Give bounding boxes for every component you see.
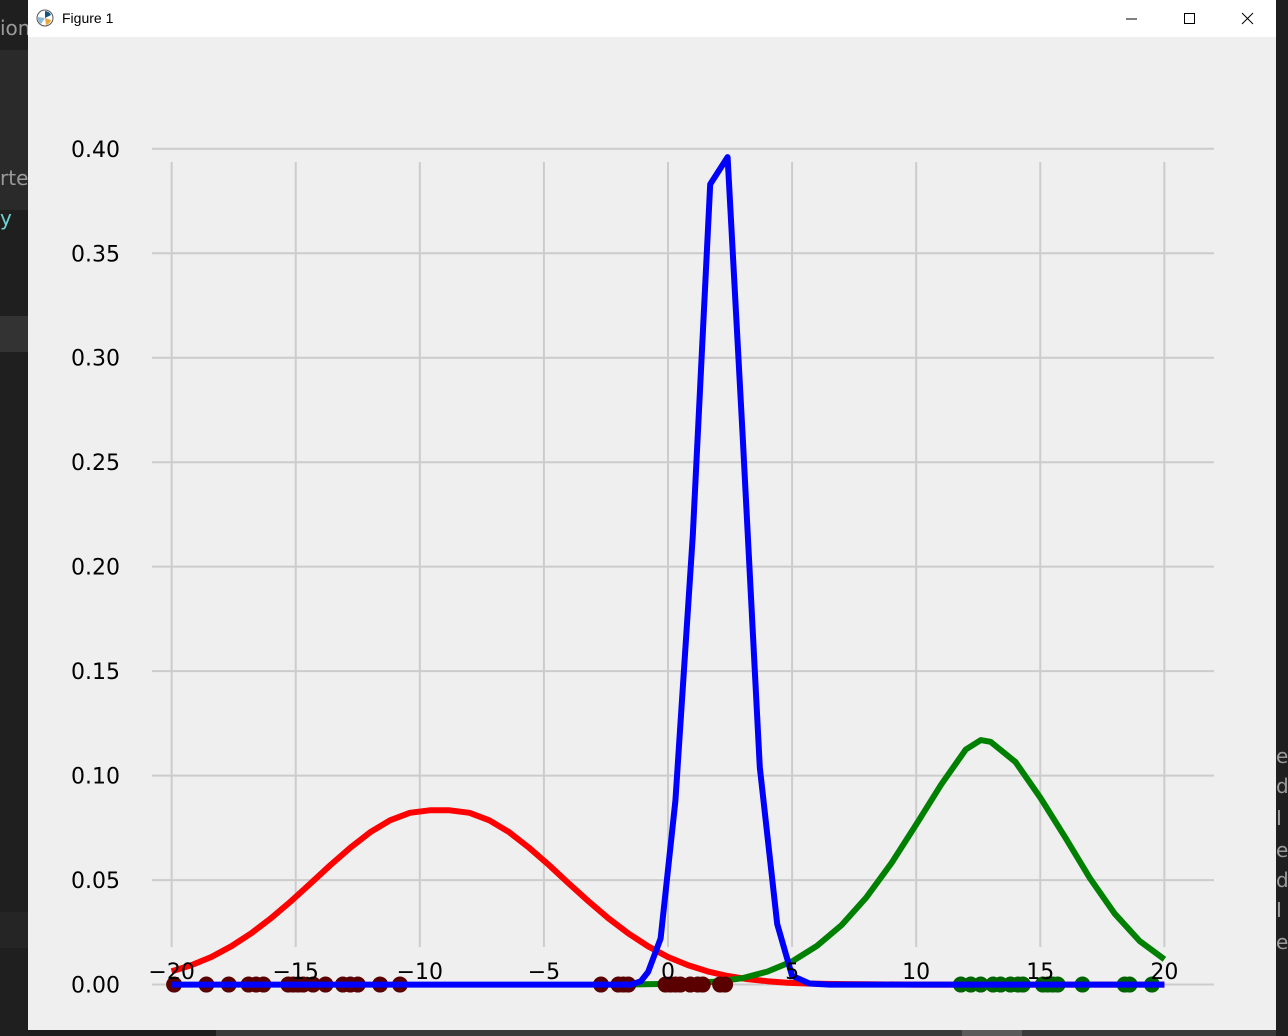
x-tick-label: −15: [273, 960, 319, 985]
scatter-point: [694, 976, 711, 993]
minimize-button[interactable]: [1102, 0, 1160, 37]
window-title: Figure 1: [62, 10, 114, 26]
x-tick-label: 10: [902, 960, 930, 985]
background-band: [0, 50, 28, 210]
tick-labels: −20 −15 −10 −5 0 5 10 15 20 0.00 0.05 0.10 0.15 0.20 0…: [71, 138, 1178, 999]
series-line-2: [171, 154, 1165, 988]
x-tick-label: 5: [785, 960, 799, 985]
x-tick-label: 15: [1026, 960, 1054, 985]
y-tick-label: 0.30: [71, 347, 120, 372]
series-lines-top: [171, 154, 1165, 988]
plot-area[interactable]: −20 −15 −10 −5 0 5 10 15 20 0.00 0.05 0.10 0.15 0.20 0…: [28, 37, 1276, 1030]
background-text: rte: [0, 166, 28, 190]
background-text: I: [1276, 806, 1282, 830]
background-text: I: [1276, 898, 1282, 922]
y-tick-label: 0.25: [71, 451, 120, 476]
y-tick-label: 0.15: [71, 660, 120, 685]
background-text: ion: [0, 16, 28, 40]
x-tick-label: 0: [661, 960, 675, 985]
y-tick-label: 0.20: [71, 556, 120, 581]
matplotlib-icon: [36, 9, 54, 27]
background-band: [0, 316, 28, 352]
x-tick-label: 20: [1150, 960, 1178, 985]
grid: [152, 147, 1214, 986]
y-tick-label: 0.10: [71, 765, 120, 790]
y-tick-label: 0.40: [71, 138, 120, 163]
x-tick-label: −5: [528, 960, 560, 985]
background-right-panel: e d I e d I e: [1276, 0, 1288, 1036]
horizontal-scrollbar[interactable]: [216, 1030, 1276, 1036]
scatter-points: [166, 976, 1160, 993]
background-text: d: [1276, 774, 1288, 798]
background-text: d: [1276, 868, 1288, 892]
figure-window: Figure 1 −20 −15 −10 −5 0 5 10 15 20 0.00 0.05 0.10…: [28, 0, 1276, 1030]
background-left-panel: ion rte y: [0, 0, 28, 1036]
x-tick-label: −10: [397, 960, 443, 985]
background-text: e: [1276, 838, 1288, 862]
maximize-button[interactable]: [1160, 0, 1218, 37]
series-line-1: [618, 737, 1167, 988]
close-button[interactable]: [1218, 0, 1276, 37]
close-icon: [1241, 12, 1254, 25]
scatter-point: [717, 976, 734, 993]
background-band: [0, 912, 28, 948]
maximize-icon: [1184, 13, 1195, 24]
y-tick-label: 0.05: [71, 869, 120, 894]
y-tick-label: 0.35: [71, 242, 120, 267]
background-text: e: [1276, 930, 1288, 954]
title-bar[interactable]: Figure 1: [28, 0, 1276, 37]
background-text: e: [1276, 744, 1288, 768]
x-tick-label: −20: [148, 960, 194, 985]
chart: −20 −15 −10 −5 0 5 10 15 20 0.00 0.05 0.10 0.15 0.20 0…: [71, 138, 1214, 999]
minimize-icon: [1126, 18, 1137, 20]
y-tick-label: 0.00: [71, 974, 120, 999]
scrollbar-thumb[interactable]: [962, 1030, 1022, 1036]
background-text: y: [0, 206, 12, 230]
